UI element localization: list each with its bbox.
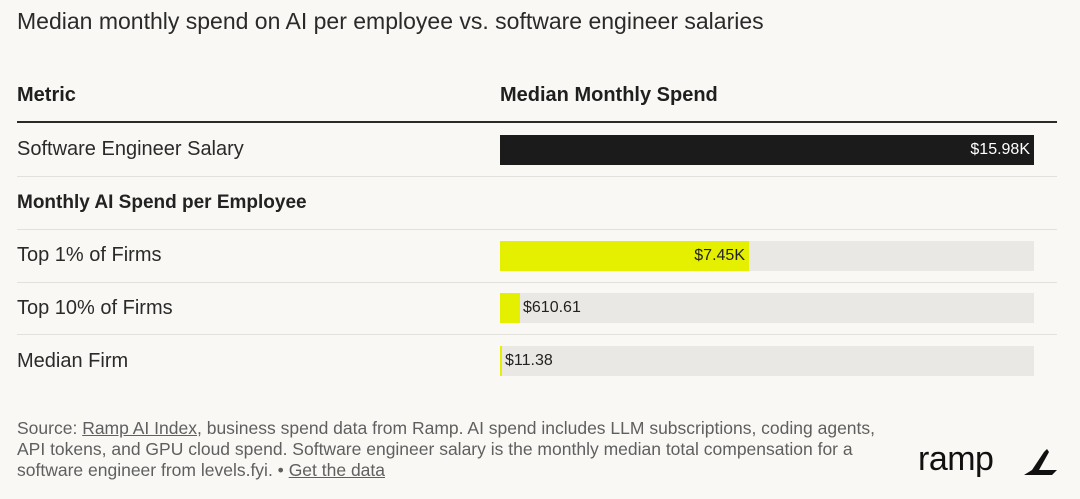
source-body: , business spend data from Ramp. AI spen… <box>17 418 876 480</box>
ramp-logo-mark-icon <box>1024 449 1057 475</box>
bar-value-top-10: $610.61 <box>523 299 581 316</box>
bar-value-median-firm: $11.38 <box>505 352 553 369</box>
row-divider <box>17 176 1057 177</box>
bar-track-salary: $15.98K <box>500 135 1034 165</box>
bar-median-firm <box>500 346 502 376</box>
row-label-top-10: Top 10% of Firms <box>17 297 173 319</box>
bar-track-top-10: $610.61 <box>500 293 1034 323</box>
bar-top-1 <box>500 241 749 271</box>
row-divider <box>17 282 1057 283</box>
row-label-median-firm: Median Firm <box>17 350 129 372</box>
get-the-data-link[interactable]: Get the data <box>288 460 386 480</box>
row-label-salary: Software Engineer Salary <box>17 138 244 160</box>
bar-top-10 <box>500 293 520 323</box>
bar-track-top-1: $7.45K <box>500 241 1034 271</box>
bar-value-salary: $15.98K <box>970 141 1030 158</box>
column-header-metric: Metric <box>17 84 76 106</box>
ramp-logo: ramp <box>918 440 994 478</box>
bar-track-median-firm: $11.38 <box>500 346 1034 376</box>
row-divider <box>17 334 1057 335</box>
bullet-separator: • <box>277 460 284 480</box>
source-prefix: Source: <box>17 418 83 438</box>
section-label-ai-spend: Monthly AI Spend per Employee <box>17 192 307 213</box>
ramp-ai-index-link[interactable]: Ramp AI Index <box>82 418 197 438</box>
chart-title: Median monthly spend on AI per employee … <box>17 8 764 34</box>
column-header-spend: Median Monthly Spend <box>500 84 718 106</box>
bar-value-top-1: $7.45K <box>694 247 745 264</box>
source-footnote: Source: Ramp AI Index, business spend da… <box>17 418 907 481</box>
bar-salary <box>500 135 1034 165</box>
row-label-top-1: Top 1% of Firms <box>17 244 162 266</box>
row-divider <box>17 229 1057 230</box>
header-rule <box>17 121 1057 123</box>
